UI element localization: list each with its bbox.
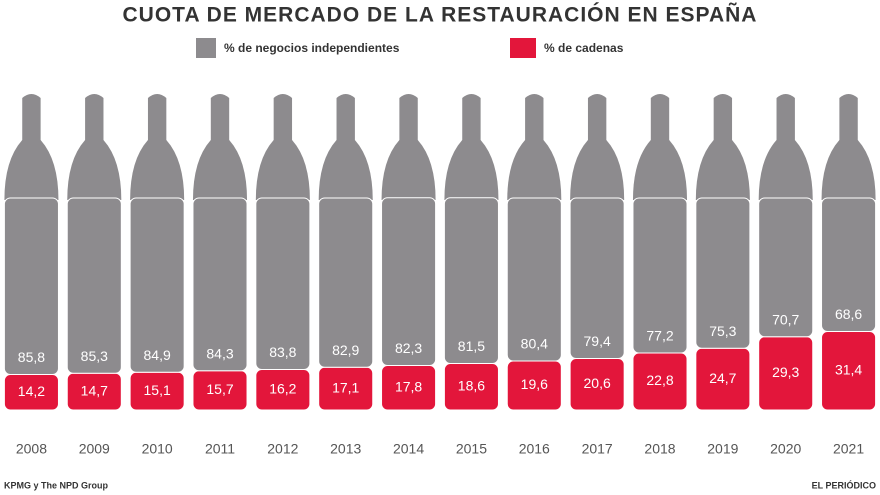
- x-tick-label: 2017: [582, 441, 613, 457]
- legend-swatch: [196, 38, 216, 58]
- value-label: 14,2: [18, 383, 45, 399]
- bar-segment: [66, 197, 122, 374]
- legend-label: % de negocios independientes: [224, 41, 400, 55]
- bottle-shoulder: [695, 140, 750, 200]
- value-label: 14,7: [81, 382, 108, 398]
- value-label: 84,3: [206, 345, 233, 361]
- x-tick-label: 2018: [644, 441, 675, 457]
- bar-segment: [569, 197, 625, 359]
- value-label: 17,8: [395, 378, 422, 394]
- value-label: 15,1: [144, 382, 171, 398]
- bar-segment: [821, 197, 877, 332]
- bottle-shoulder: [570, 140, 625, 200]
- bottle-shoulder: [381, 140, 436, 200]
- bottle-shoulder: [4, 140, 59, 200]
- bottle-shoulder: [507, 140, 562, 200]
- x-tick-label: 2013: [330, 441, 361, 457]
- bar-segment: [632, 197, 688, 354]
- x-tick-label: 2009: [79, 441, 110, 457]
- x-tick-label: 2019: [707, 441, 738, 457]
- bar-segment: [758, 197, 814, 338]
- bottle-shoulder: [632, 140, 688, 200]
- bottle-shoulder: [758, 140, 813, 200]
- bar-segment: [443, 197, 499, 364]
- value-label: 85,3: [81, 348, 108, 364]
- bar-segment: [3, 197, 59, 375]
- x-tick-label: 2011: [205, 441, 235, 457]
- bottle-shoulder: [192, 140, 248, 200]
- bottle-shoulder: [444, 140, 499, 200]
- bottle-shoulder: [318, 140, 373, 200]
- legend-swatch: [510, 38, 536, 58]
- value-label: 16,2: [269, 380, 296, 396]
- value-label: 85,8: [18, 349, 45, 365]
- bar-segment: [255, 197, 311, 370]
- bar-segment: [381, 197, 437, 366]
- value-label: 15,7: [206, 381, 233, 397]
- bar-segment: [506, 197, 562, 362]
- credit: EL PERIÓDICO: [812, 479, 876, 490]
- bar-segment: [129, 197, 185, 373]
- value-label: 18,6: [458, 377, 485, 393]
- value-label: 83,8: [269, 344, 296, 360]
- value-label: 31,4: [835, 361, 862, 377]
- bottle-shoulder: [130, 140, 185, 200]
- x-tick-label: 2010: [142, 441, 173, 457]
- value-label: 79,4: [584, 333, 611, 349]
- value-label: 81,5: [458, 338, 485, 354]
- x-tick-label: 2014: [393, 441, 424, 457]
- bar-segment: [192, 197, 248, 372]
- bottle-shoulder: [821, 140, 876, 200]
- value-label: 80,4: [521, 336, 548, 352]
- value-label: 70,7: [772, 311, 799, 327]
- value-label: 24,7: [709, 370, 736, 386]
- chart-title: CUOTA DE MERCADO DE LA RESTAURACIÓN EN E…: [123, 3, 758, 27]
- x-tick-label: 2016: [519, 441, 550, 457]
- value-label: 22,8: [646, 372, 673, 388]
- x-tick-label: 2015: [456, 441, 487, 457]
- value-label: 77,2: [646, 328, 673, 344]
- x-tick-label: 2021: [833, 441, 864, 457]
- value-label: 19,6: [521, 376, 548, 392]
- value-label: 84,9: [144, 347, 171, 363]
- bar-segment: [695, 197, 751, 349]
- value-label: 68,6: [835, 306, 862, 322]
- bar-segment: [318, 197, 374, 368]
- bottle-shoulder: [255, 140, 310, 200]
- x-tick-label: 2012: [267, 441, 298, 457]
- bottle-shoulder: [67, 140, 122, 200]
- value-label: 75,3: [709, 323, 736, 339]
- legend-label: % de cadenas: [544, 41, 624, 55]
- x-tick-label: 2020: [770, 441, 801, 457]
- value-label: 17,1: [332, 379, 359, 395]
- value-label: 82,3: [395, 340, 422, 356]
- value-label: 82,9: [332, 342, 359, 358]
- x-tick-label: 2008: [16, 441, 47, 457]
- legend: % de negocios independientes % de cadena…: [196, 38, 624, 58]
- source: KPMG y The NPD Group: [4, 480, 109, 490]
- value-label: 20,6: [584, 375, 611, 391]
- value-label: 29,3: [772, 364, 799, 380]
